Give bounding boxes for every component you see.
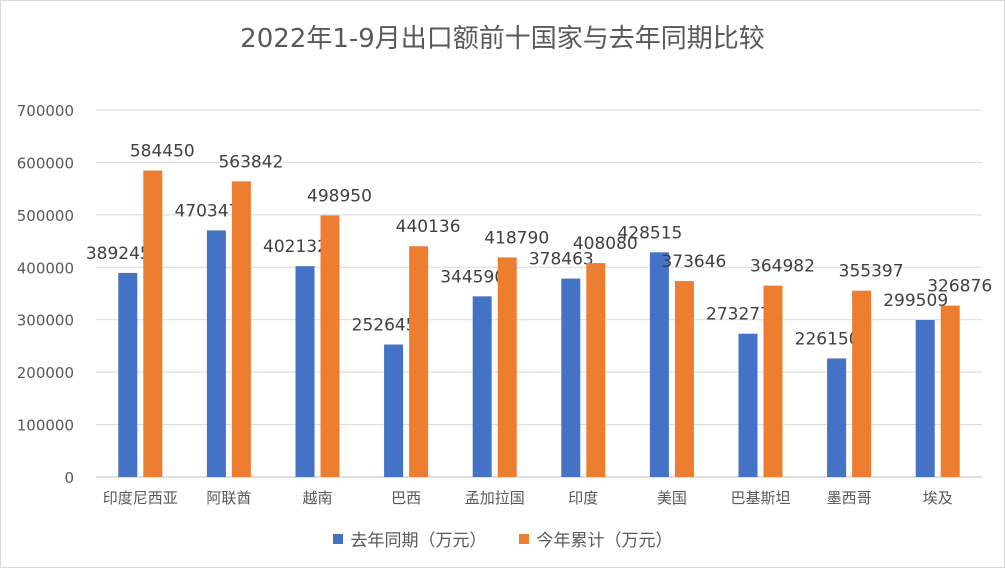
data-label-this-year-9: 326876 <box>927 277 992 297</box>
x-tick-label-2: 越南 <box>302 489 332 507</box>
data-label-this-year-2: 498950 <box>307 186 372 206</box>
bar-this-year-6 <box>674 281 694 477</box>
bar-last-year-3 <box>384 344 404 477</box>
bar-this-year-0 <box>143 170 163 477</box>
y-tick-label-1: 100000 <box>17 417 74 435</box>
y-tick-label-2: 200000 <box>17 364 74 382</box>
x-tick-label-1: 阿联酋 <box>206 489 251 507</box>
data-label-this-year-1: 563842 <box>218 152 283 172</box>
bar-this-year-4 <box>497 257 517 477</box>
data-label-this-year-4: 418790 <box>484 228 549 248</box>
data-label-this-year-6: 373646 <box>661 252 726 272</box>
y-tick-label-3: 300000 <box>17 312 74 330</box>
legend-swatch-last-year <box>332 533 343 544</box>
bar-this-year-7 <box>763 285 783 477</box>
x-tick-label-8: 墨西哥 <box>827 489 872 507</box>
x-tick-label-0: 印度尼西亚 <box>103 489 178 507</box>
data-label-this-year-8: 355397 <box>839 262 904 282</box>
legend-item-last-year: 去年同期（万元） <box>332 526 487 551</box>
data-label-last-year-4: 344590 <box>440 267 505 287</box>
data-label-last-year-0: 389245 <box>86 244 151 264</box>
legend-label-this-year: 今年累计（万元） <box>536 531 673 551</box>
data-label-this-year-5: 408080 <box>573 234 638 254</box>
bar-this-year-1 <box>231 181 251 478</box>
bar-last-year-4 <box>472 296 492 477</box>
data-label-last-year-7: 273277 <box>706 305 771 325</box>
bar-this-year-2 <box>320 215 340 477</box>
y-tick-label-0: 0 <box>64 469 74 487</box>
y-tick-label-4: 400000 <box>17 259 74 277</box>
x-tick-label-7: 巴基斯坦 <box>730 489 790 507</box>
bar-this-year-5 <box>586 263 606 477</box>
data-label-last-year-1: 470347 <box>174 201 239 221</box>
bar-last-year-9 <box>915 319 935 477</box>
legend-label-last-year: 去年同期（万元） <box>350 531 487 551</box>
bar-last-year-2 <box>295 266 315 477</box>
data-label-last-year-5: 378463 <box>529 250 594 270</box>
y-tick-label-6: 600000 <box>17 154 74 172</box>
bar-this-year-9 <box>940 305 960 477</box>
x-tick-label-6: 美国 <box>657 489 687 507</box>
bar-last-year-6 <box>649 252 669 477</box>
bar-this-year-3 <box>409 246 429 477</box>
chart-title: 2022年1-9月出口额前十国家与去年同期比较 <box>240 24 765 54</box>
x-tick-label-3: 巴西 <box>391 489 421 507</box>
legend-swatch-this-year <box>518 533 529 544</box>
data-label-last-year-8: 226150 <box>795 329 860 349</box>
data-label-last-year-9: 299509 <box>883 291 948 311</box>
legend: 去年同期（万元） 今年累计（万元） <box>0 526 1005 551</box>
x-tick-label-5: 印度 <box>568 489 598 507</box>
bar-last-year-1 <box>206 230 226 477</box>
bar-last-year-7 <box>738 333 758 477</box>
data-label-this-year-7: 364982 <box>750 257 815 277</box>
bar-last-year-5 <box>561 278 581 477</box>
bar-last-year-0 <box>118 272 138 477</box>
bar-last-year-8 <box>827 358 847 477</box>
data-label-this-year-0: 584450 <box>130 142 195 162</box>
y-tick-label-5: 500000 <box>17 207 74 225</box>
legend-item-this-year: 今年累计（万元） <box>518 526 673 551</box>
bar-this-year-8 <box>852 290 872 477</box>
data-label-this-year-3: 440136 <box>396 217 461 237</box>
x-tick-label-9: 埃及 <box>923 489 953 507</box>
data-label-last-year-6: 428515 <box>617 223 682 243</box>
data-label-last-year-2: 402132 <box>263 237 328 257</box>
data-label-last-year-3: 252645 <box>352 316 417 336</box>
y-tick-label-7: 700000 <box>17 102 74 120</box>
x-tick-label-4: 孟加拉国 <box>465 489 525 507</box>
